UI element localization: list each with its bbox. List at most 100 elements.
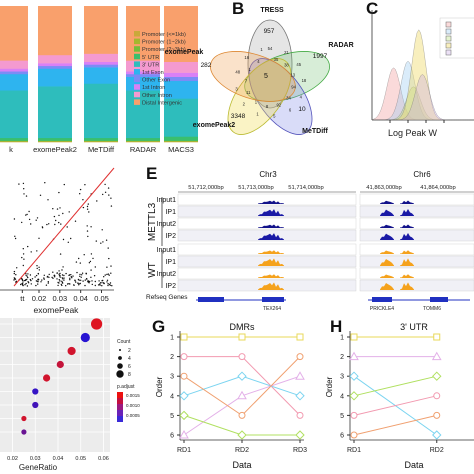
scatter-point — [41, 226, 44, 228]
series-marker — [237, 390, 247, 400]
scatter-point — [63, 277, 65, 279]
x-tick-label: 0.04 — [73, 294, 88, 303]
coverage-peak — [380, 233, 394, 240]
scatter-point — [77, 282, 79, 285]
scatter-point — [43, 274, 45, 276]
x-tick-label: RADAR — [130, 145, 157, 154]
scatter-point — [79, 188, 82, 191]
scatter-point — [58, 273, 60, 275]
venn-region-value: 957 — [264, 28, 275, 35]
scatter-point — [96, 200, 98, 202]
scatter-point — [45, 284, 48, 286]
venn-region-value: 1 — [249, 67, 252, 72]
panel-a-legend: Promoter (<=1kb) Promoter (1~2kb)Promoter… — [134, 31, 186, 106]
x-axis-label: Log Peak W — [388, 128, 438, 138]
scatter-point — [102, 193, 104, 196]
legend-swatch — [134, 99, 140, 105]
track-row — [177, 267, 357, 280]
legend-label: Promoter (2~3kb) — [142, 47, 186, 53]
venn-region-value: 94 — [291, 85, 296, 90]
size-legend-label: 6 — [128, 364, 131, 370]
y-tick-label: 5 — [170, 413, 174, 420]
bar-segment — [164, 136, 198, 141]
scatter-point — [60, 223, 62, 225]
scatter-point — [110, 205, 113, 207]
plot-background — [0, 318, 110, 452]
scatter-point — [87, 235, 89, 238]
y-tick-label: 2 — [170, 354, 174, 361]
scatter-point — [89, 280, 91, 283]
bar-segment — [84, 64, 118, 68]
bar-segment — [126, 6, 160, 61]
venn-region-value: 92 — [276, 102, 281, 107]
scatter-point — [62, 238, 65, 241]
bar-segment — [126, 141, 160, 143]
dot-point — [32, 388, 39, 395]
coverage-peak — [380, 200, 394, 204]
bar-segment — [164, 76, 198, 82]
series-marker — [296, 333, 304, 341]
scatter-point — [84, 279, 87, 281]
scatter-point — [76, 271, 78, 274]
x-axis-label: Data — [404, 460, 423, 470]
coverage-peak — [400, 274, 414, 278]
scatter-point — [22, 280, 24, 282]
legend-label: Promoter (1~2kb) — [142, 40, 186, 46]
track-row — [177, 217, 357, 230]
track-row — [359, 279, 474, 292]
scatter-point — [61, 274, 64, 276]
scatter-point — [107, 283, 109, 285]
scatter-point — [38, 269, 40, 271]
scatter-point — [63, 279, 65, 281]
size-legend-label: 8 — [128, 372, 131, 378]
venn-region-value: 13 — [290, 73, 295, 78]
scatter-point — [88, 282, 90, 284]
scatter-point — [13, 270, 16, 273]
scatter-point — [104, 274, 106, 276]
scatter-point — [27, 282, 30, 284]
y-tick-label: 3 — [170, 374, 174, 381]
scatter-point — [84, 184, 86, 186]
scatter-point — [14, 235, 16, 237]
venn-petal — [247, 19, 293, 109]
y-tick-label: 1 — [170, 335, 174, 342]
scatter-point — [58, 214, 60, 217]
scatter-point — [94, 284, 97, 287]
scatter-point — [86, 278, 88, 280]
track-label: IP1 — [165, 209, 176, 216]
bar-segment — [126, 140, 160, 142]
scatter-point — [38, 237, 40, 239]
scatter-point — [28, 218, 31, 221]
series-marker — [238, 411, 246, 419]
size-legend-dot — [119, 349, 121, 351]
legend-label: 1st Intron — [142, 85, 165, 91]
track-row — [177, 243, 357, 256]
venn-region-value: 11 — [246, 90, 251, 95]
x-tick-label: 0.03 — [30, 456, 41, 462]
bar-segment — [164, 72, 198, 77]
scatter-point — [23, 258, 25, 260]
venn-set-label: exomePeak2 — [193, 122, 236, 129]
bar-segment — [126, 71, 160, 75]
x-tick-label: 0.05 — [75, 456, 86, 462]
coverage-peak — [400, 200, 414, 204]
group-label-mettl3: METTL3 — [147, 202, 158, 241]
bar-segment — [164, 6, 198, 63]
coverage-peak — [400, 209, 414, 216]
scatter-point — [14, 237, 17, 240]
scatter-point — [88, 262, 91, 264]
scatter-point — [52, 277, 54, 279]
x-tick-label: RD2 — [430, 447, 444, 454]
scatter-point — [68, 274, 71, 276]
track-label: Input2 — [157, 271, 177, 278]
track-row — [359, 267, 474, 280]
color-legend-label: 0.0005 — [126, 413, 140, 418]
scatter-point — [36, 267, 38, 270]
legend-swatch — [445, 21, 452, 28]
scatter-point — [91, 280, 93, 282]
y-tick-label: 3 — [340, 374, 344, 381]
scatter-point — [24, 284, 26, 286]
series-marker — [179, 429, 189, 439]
coverage-peak — [258, 274, 284, 278]
